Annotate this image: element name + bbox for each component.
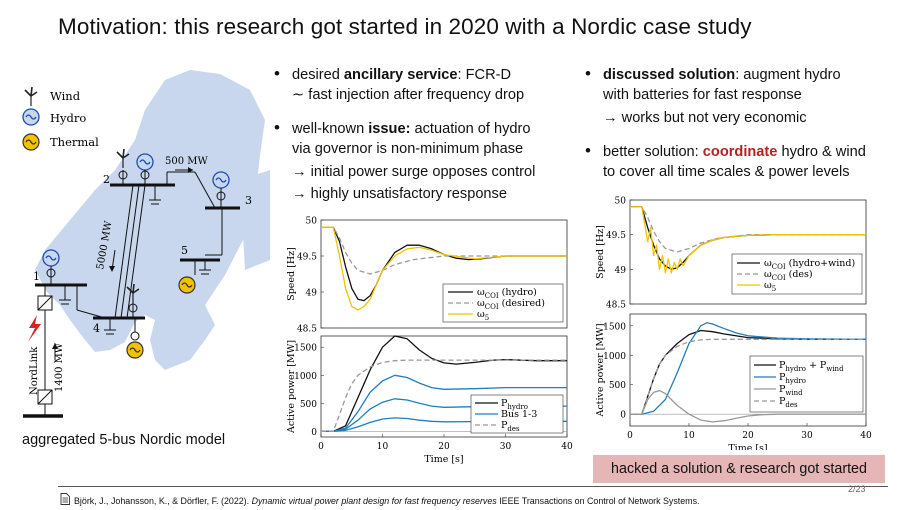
- y-tick-label: 50: [306, 217, 318, 227]
- legend-entry: ωCOI (hydro): [477, 287, 537, 300]
- x-tick-label: 30: [500, 442, 512, 452]
- legend-entry: ω5: [764, 280, 776, 293]
- bullet-discussed-solution: discussed solution: augment hydro with b…: [583, 64, 866, 128]
- y-axis-label: Speed [Hz]: [286, 247, 297, 301]
- series-line: [321, 226, 567, 275]
- y-axis-label: Active power [MW]: [286, 340, 297, 434]
- chart-panel-mid-power: 1500 1000 500 00 10 20 30 40 Active power [MW] Ti…: [286, 335, 573, 465]
- bus-4-label: 4: [93, 322, 100, 335]
- map-caption: aggregated 5-bus Nordic model: [22, 432, 226, 448]
- hydro-icon: [136, 153, 154, 171]
- thermal-icon: [178, 276, 196, 294]
- x-tick-label: 20: [742, 431, 754, 441]
- y-tick-label: 49.5: [606, 231, 626, 241]
- x-tick-label: 0: [627, 431, 633, 441]
- legend-entry: Bus 1-3: [501, 409, 537, 420]
- y-tick-label: 49.5: [297, 253, 317, 263]
- series-line: [321, 226, 567, 311]
- legend-entry: ωCOI (desired): [477, 298, 545, 311]
- series-line: [630, 338, 866, 415]
- bus-1-label: 1: [33, 270, 40, 283]
- bullet-issue: well-known issue: actuation of hydro via…: [272, 118, 535, 204]
- legend-wind-label: Wind: [50, 89, 81, 103]
- hacked-banner: hacked a solution & research got started: [593, 455, 885, 483]
- y-tick-label: 49: [306, 289, 318, 299]
- y-tick-label: 1000: [603, 352, 626, 362]
- flow-label-top: 500 MW: [165, 156, 209, 167]
- y-tick-label: 0: [311, 428, 317, 438]
- series-line: [321, 374, 567, 433]
- x-tick-label: 10: [377, 442, 389, 452]
- reference-citation: Björk, J., Johansson, K., & Dörfler, F. …: [74, 496, 700, 506]
- legend-entry: ω5: [477, 309, 489, 322]
- legend-entry: Phydro + Pwind: [779, 360, 844, 373]
- legend-entry: Pdes: [501, 420, 520, 433]
- x-tick-label: 10: [683, 431, 695, 441]
- right-bullets: discussed solution: augment hydro with b…: [583, 64, 866, 196]
- legend-right-speed: ωCOI (hydro+wind)ωCOI (des)ω5: [731, 253, 863, 295]
- bullet-better-solution: better solution: coordinate hydro & wind…: [583, 141, 866, 182]
- legend-entry: Pdes: [779, 396, 798, 409]
- legend-thermal-label: Thermal: [50, 135, 99, 149]
- legend-hydro-label: Hydro: [50, 111, 86, 125]
- series-line: [630, 322, 867, 415]
- wind-icon: [116, 148, 130, 168]
- page-number: 2/23: [848, 484, 866, 494]
- flow-label-link: 1400 MW: [54, 342, 65, 392]
- y-tick-label: 1500: [603, 322, 626, 332]
- bus-2-label: 2: [103, 173, 110, 186]
- legend-entry: ωCOI (hydro+wind): [764, 258, 855, 271]
- legend-entry: Phydro: [779, 372, 806, 385]
- footer-divider: [58, 486, 888, 487]
- series-line: [630, 206, 866, 274]
- x-tick-label: 40: [860, 431, 872, 441]
- thermal-icon: [22, 133, 40, 151]
- legend-middle-speed: ωCOI (hydro)ωCOI (desired)ω5: [442, 283, 564, 323]
- series-line: [321, 359, 567, 433]
- legend-entry: ωCOI (des): [764, 269, 813, 282]
- y-tick-label: 48.5: [297, 325, 317, 335]
- y-tick-label: 50: [615, 197, 627, 207]
- y-tick-label: 0: [620, 411, 626, 421]
- wind-icon: [24, 86, 38, 106]
- legend-entry: Pwind: [779, 384, 803, 397]
- y-tick-label: 1500: [294, 344, 317, 354]
- slide-title: Motivation: this research got started in…: [58, 14, 752, 39]
- y-axis-label: Active power [MW]: [595, 323, 606, 417]
- x-tick-label: 0: [318, 442, 324, 452]
- y-tick-label: 49: [615, 266, 627, 276]
- x-tick-label: 40: [561, 442, 573, 452]
- y-axis-label: Speed [Hz]: [595, 225, 606, 279]
- thermal-icon: [126, 341, 144, 359]
- x-tick-label: 20: [438, 442, 450, 452]
- middle-charts: 50 49.5 49 48.5 Speed [Hz] ωCOI (hydro)ωCOI (…: [286, 217, 573, 466]
- y-tick-label: 1000: [294, 372, 317, 382]
- document-icon: [60, 493, 70, 505]
- nordlink-label: NordLink: [29, 346, 40, 395]
- legend-entry: Phydro: [501, 398, 528, 411]
- bus-5-label: 5: [181, 244, 188, 257]
- middle-bullets: desired ancillary service: FCR-D ∼ fast …: [272, 64, 535, 218]
- hydro-icon: [42, 249, 60, 267]
- x-tick-label: 30: [801, 431, 813, 441]
- y-tick-label: 48.5: [606, 301, 626, 311]
- hydro-icon: [22, 108, 40, 126]
- y-tick-label: 500: [300, 400, 317, 410]
- x-axis-label: Time [s]: [728, 443, 767, 450]
- bullet-ancillary-service: desired ancillary service: FCR-D ∼ fast …: [272, 64, 535, 105]
- x-axis-label: Time [s]: [424, 454, 463, 465]
- scandinavia-landmass: [35, 70, 265, 370]
- y-tick-label: 500: [609, 381, 626, 391]
- nordic-map-diagram: Wind Hydro Thermal 2 3 500 MW 5 5000 MW …: [22, 70, 270, 418]
- wind-icon: [126, 283, 140, 303]
- lightning-icon: [28, 315, 41, 342]
- hydro-icon: [212, 171, 230, 189]
- series-line: [630, 389, 866, 423]
- bus-3-label: 3: [245, 194, 252, 207]
